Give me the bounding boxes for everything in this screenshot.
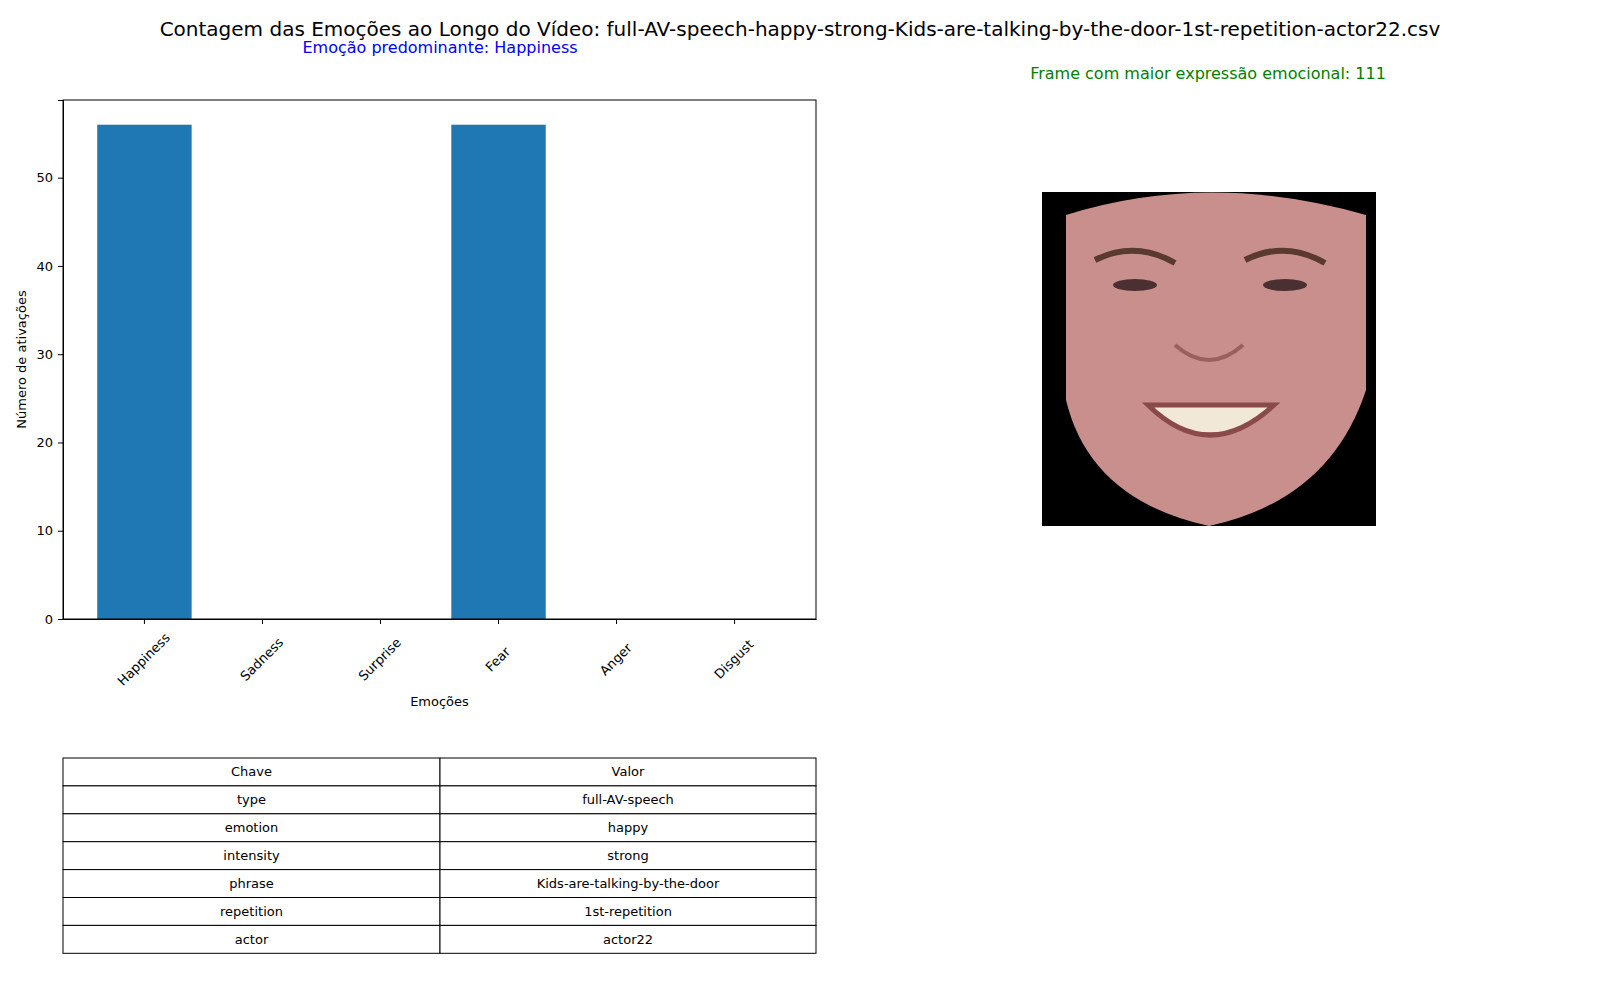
table-cell [440,786,816,814]
y-tick-label: 40 [36,259,53,274]
table-cell-text: Kids-are-talking-by-the-door [537,876,720,891]
table-cell-text: repetition [220,904,283,919]
y-tick-mark [58,531,63,532]
x-tick-mark [616,619,617,624]
x-tick-mark [734,619,735,624]
table-cell-text: actor22 [603,932,653,947]
eyebrow [1095,251,1175,263]
x-tick-mark [498,619,499,624]
y-tick-label: 30 [36,347,53,362]
figure: Contagem das Emoções ao Longo do Vídeo: … [0,0,1600,1000]
table-cell [440,898,816,926]
frame-annotation: Frame com maior expressão emocional: 111 [1030,64,1386,83]
x-tick: Happiness [115,619,174,689]
table-cell [440,842,816,870]
table-cell-text: emotion [225,820,279,835]
y-axis-line [58,101,64,620]
y-tick-label: 50 [36,170,53,185]
x-tick-label: Fear [483,644,514,675]
y-tick-mark [58,354,63,355]
table-cell-text: phrase [229,876,274,891]
image-background [1042,192,1376,526]
nose [1175,345,1243,360]
mouth [1148,405,1274,435]
x-tick: Fear [483,619,514,675]
table-cell [63,814,440,842]
table-cell-text: full-AV-speech [582,792,674,807]
y-tick: 10 [36,523,63,538]
y-tick: 50 [36,170,63,185]
table-cell [440,925,816,953]
face [1066,193,1366,527]
x-tick: Disgust [711,619,756,682]
table-cell-text: Chave [231,764,272,779]
x-axis-title: Emoções [410,694,469,709]
bar [97,125,191,619]
x-tick-label: Sadness [237,635,286,684]
y-tick-mark [58,442,63,443]
table-cell-text: strong [607,848,648,863]
table-cell [440,814,816,842]
bars [97,125,545,619]
y-tick-mark [58,619,63,620]
info-table: Chave Valor type full-AV-speech emotion happy… [63,758,816,953]
x-tick: Surprise [355,619,404,684]
x-tick-mark [262,619,263,624]
table-cell [63,925,440,953]
table-cell [63,786,440,814]
x-tick: Sadness [237,619,286,684]
table-cell-text: actor [235,932,269,947]
table-cell [63,898,440,926]
table-cell-text: 1st-repetition [584,904,672,919]
x-tick-label: Disgust [711,637,756,682]
table-cell [63,842,440,870]
x-tick-mark [380,619,381,624]
x-axis: Happiness Sadness Surprise Fear Anger Disgust [64,619,817,689]
x-tick: Anger [597,619,635,678]
eyebrow [1245,251,1325,263]
table-cell-text: type [237,792,266,807]
table-cell-text: Valor [612,764,645,779]
x-tick-label: Anger [597,640,635,678]
y-tick-label: 10 [36,523,53,538]
y-tick: 0 [45,612,63,627]
x-tick-mark [144,619,145,624]
y-axis-title: Número de ativações [14,290,29,429]
table-cell [63,758,440,786]
plot-frame [63,100,816,619]
table-cell-text: happy [608,820,649,835]
face-image [1042,192,1376,526]
y-tick-label: 0 [45,612,53,627]
table-cell [440,758,816,786]
bar [451,125,545,619]
y-tick-label: 20 [36,435,53,450]
table-cell [63,870,440,898]
eye [1263,279,1307,291]
y-tick: 20 [36,435,63,450]
table-cell-text: intensity [223,848,280,863]
x-tick-label: Surprise [355,635,404,684]
y-axis: 0 10 20 30 40 50 [36,101,63,627]
y-tick: 30 [36,347,63,362]
x-axis-line [64,619,817,620]
y-tick-mark [58,178,63,179]
table-cell [440,870,816,898]
y-tick-mark [58,266,63,267]
subtitle: Emoção predominante: Happiness [302,38,577,57]
x-tick-label: Happiness [115,630,174,689]
y-tick: 40 [36,259,63,274]
eye [1113,279,1157,291]
